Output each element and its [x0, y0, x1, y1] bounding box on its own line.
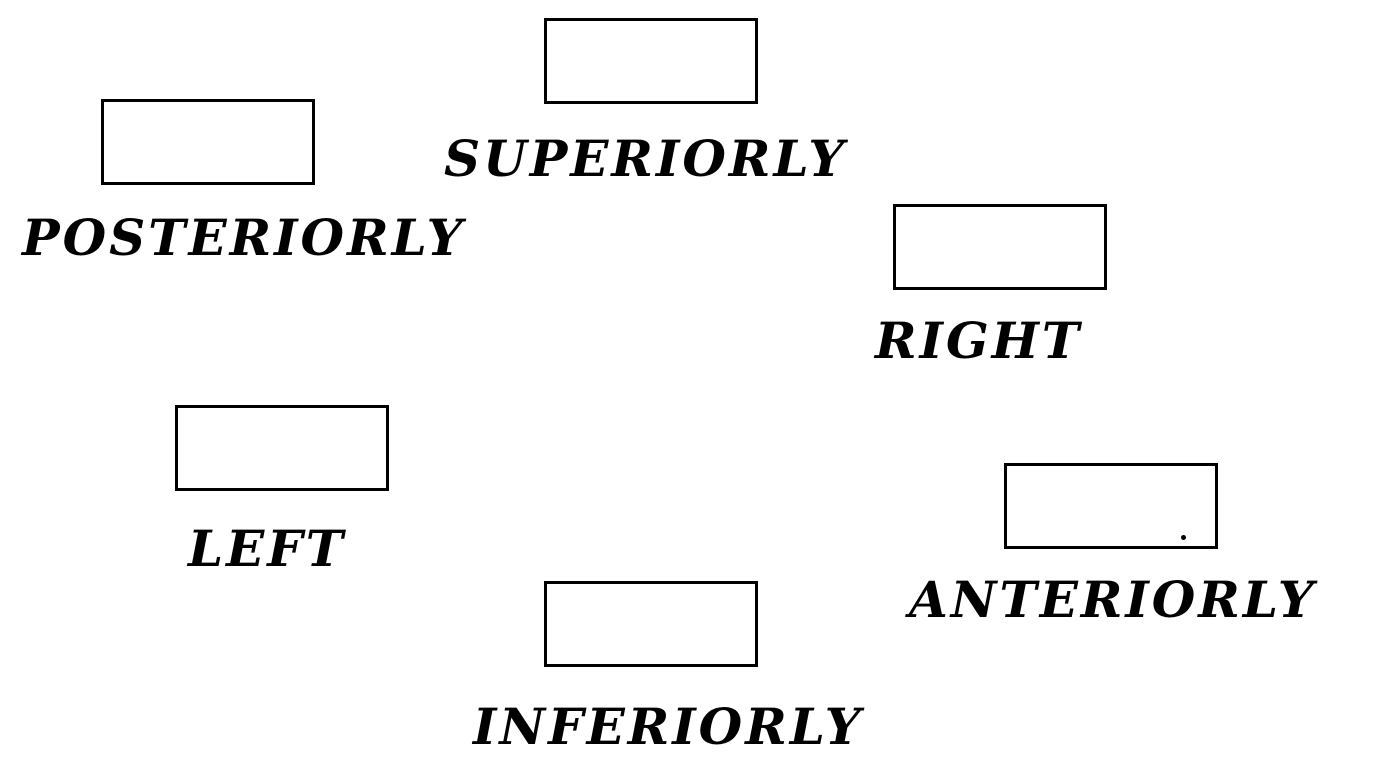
anteriorly-box	[1004, 463, 1218, 549]
right-box	[893, 204, 1107, 290]
stray-dot	[1181, 535, 1186, 540]
right-label: RIGHT	[875, 311, 1083, 370]
superiorly-label: SUPERIORLY	[444, 129, 848, 188]
posteriorly-box	[101, 99, 315, 185]
posteriorly-label: POSTERIORLY	[22, 208, 466, 267]
superiorly-box	[544, 18, 758, 104]
left-box	[175, 405, 389, 491]
left-label: LEFT	[188, 519, 346, 578]
inferiorly-label: INFERIORLY	[473, 697, 864, 756]
inferiorly-box	[544, 581, 758, 667]
anteriorly-label: ANTERIORLY	[909, 570, 1317, 629]
